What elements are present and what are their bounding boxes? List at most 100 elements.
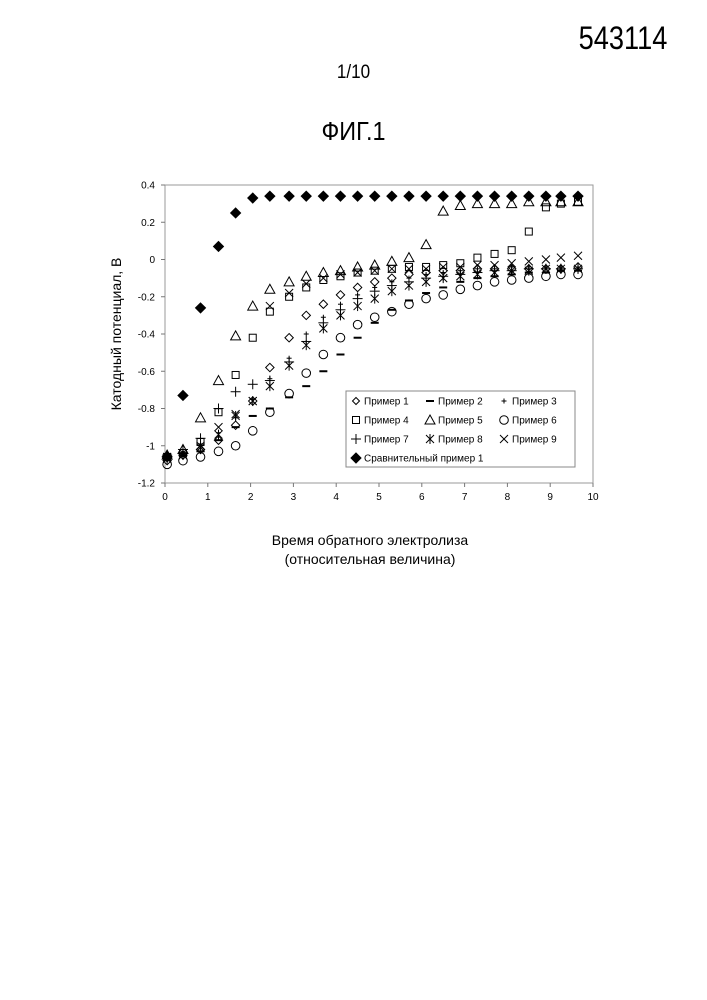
data-point-series-10 — [335, 191, 345, 201]
data-point-series-8 — [456, 271, 464, 281]
marker-shape — [286, 293, 293, 300]
data-point-series-10 — [318, 191, 328, 201]
data-point-series-8 — [439, 273, 447, 283]
marker-shape — [438, 206, 448, 215]
data-point-series-9 — [405, 265, 413, 273]
data-point-series-10 — [541, 191, 551, 201]
data-point-series-10 — [490, 191, 500, 201]
data-point-series-5 — [265, 284, 275, 293]
marker-shape — [232, 371, 239, 378]
data-point-series-1 — [319, 300, 327, 308]
data-point-series-8 — [473, 269, 481, 279]
data-point-series-8 — [422, 277, 430, 287]
data-point-series-4 — [508, 247, 515, 254]
data-point-series-5 — [438, 206, 448, 215]
marker-shape — [490, 278, 499, 287]
data-point-series-8 — [302, 340, 310, 350]
data-point-series-10 — [524, 191, 534, 201]
marker-shape — [214, 447, 223, 456]
data-point-series-4 — [249, 334, 256, 341]
marker-shape — [285, 334, 293, 342]
x-tick-label: 1 — [205, 492, 211, 503]
marker-shape — [231, 331, 241, 340]
data-point-series-9 — [542, 256, 550, 264]
marker-shape — [541, 191, 551, 201]
marker-shape — [474, 254, 481, 261]
data-point-series-4 — [525, 228, 532, 235]
marker-shape — [421, 191, 431, 201]
marker-shape — [284, 191, 294, 201]
data-point-series-5 — [301, 271, 311, 280]
data-point-series-9 — [371, 267, 379, 275]
data-point-series-1 — [285, 334, 293, 342]
data-point-series-3 — [304, 332, 309, 337]
marker-shape — [178, 390, 188, 400]
data-point-series-6 — [319, 350, 328, 359]
data-point-series-10 — [387, 191, 397, 201]
data-point-series-1 — [336, 291, 344, 299]
marker-shape — [248, 427, 257, 436]
marker-shape — [265, 284, 275, 293]
marker-shape — [525, 228, 532, 235]
data-point-series-4 — [303, 284, 310, 291]
data-point-series-10 — [438, 191, 448, 201]
legend-label: Пример 8 — [438, 435, 483, 446]
data-point-series-6 — [473, 281, 482, 290]
marker-shape — [370, 313, 379, 322]
data-point-series-5 — [421, 240, 431, 249]
marker-shape — [248, 301, 258, 310]
data-point-series-10 — [265, 191, 275, 201]
marker-shape — [303, 284, 310, 291]
data-point-series-10 — [178, 390, 188, 400]
marker-shape — [387, 256, 397, 265]
data-point-series-8 — [285, 361, 293, 371]
data-point-series-10 — [507, 191, 517, 201]
marker-shape — [490, 191, 500, 201]
data-point-series-9 — [388, 265, 396, 273]
marker-shape — [336, 333, 345, 342]
data-point-series-9 — [557, 254, 565, 262]
marker-shape — [388, 307, 397, 316]
marker-shape — [473, 281, 482, 290]
data-point-series-5 — [284, 277, 294, 286]
marker-shape — [353, 320, 362, 329]
data-point-series-5 — [214, 376, 224, 385]
x-tick-label: 8 — [505, 492, 511, 503]
legend-label: Пример 7 — [364, 435, 409, 446]
y-tick-label: -0.2 — [138, 292, 156, 303]
marker-shape — [491, 250, 498, 257]
marker-shape — [214, 376, 224, 385]
legend-label: Пример 2 — [438, 397, 483, 408]
x-axis-label-line: (относительная величина) — [285, 551, 456, 567]
marker-shape — [353, 191, 363, 201]
x-axis-label-line: Время обратного электролиза — [272, 532, 469, 548]
x-tick-label: 7 — [462, 492, 468, 503]
marker-shape — [472, 191, 482, 201]
legend-label: Пример 1 — [364, 397, 409, 408]
data-point-series-1 — [371, 278, 379, 286]
marker-shape — [387, 191, 397, 201]
marker-shape — [266, 363, 274, 371]
data-point-series-10 — [214, 241, 224, 251]
data-point-series-10 — [472, 191, 482, 201]
data-point-series-6 — [439, 291, 448, 300]
y-tick-label: 0.2 — [141, 218, 155, 229]
marker-shape — [404, 253, 414, 262]
y-tick-label: 0 — [149, 255, 155, 266]
marker-shape — [301, 271, 311, 280]
marker-shape — [456, 285, 465, 294]
data-point-series-8 — [491, 268, 499, 278]
data-point-series-8 — [266, 381, 274, 391]
y-tick-label: -1 — [146, 441, 155, 452]
data-point-series-9 — [319, 274, 327, 282]
data-point-series-6 — [370, 313, 379, 322]
data-point-series-6 — [456, 285, 465, 294]
x-tick-label: 9 — [547, 492, 553, 503]
data-point-series-8 — [405, 281, 413, 291]
data-point-series-9 — [439, 263, 447, 271]
marker-shape — [457, 260, 464, 267]
data-point-series-1 — [231, 421, 239, 429]
marker-shape — [438, 191, 448, 201]
data-point-series-9 — [574, 252, 582, 260]
